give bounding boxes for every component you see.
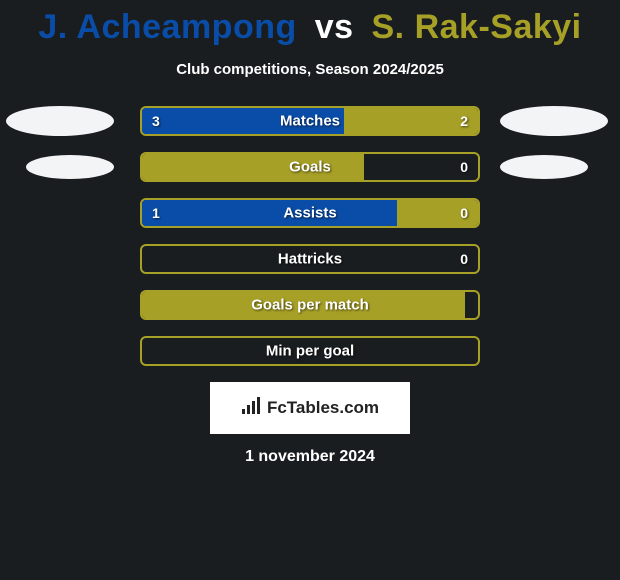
vs-text: vs — [315, 8, 354, 46]
logo-inner: FcTables.com — [241, 397, 379, 420]
stat-row: Matches32 — [0, 106, 620, 136]
subtitle: Club competitions, Season 2024/2025 — [0, 61, 620, 78]
comparison-card: J. Acheampong vs S. Rak-Sakyi Club compe… — [0, 0, 620, 580]
bar-fill-p2 — [344, 108, 478, 134]
stat-row: Goals per match — [0, 290, 620, 320]
player1-name: J. Acheampong — [38, 8, 296, 46]
page-title: J. Acheampong vs S. Rak-Sakyi — [0, 8, 620, 47]
logo-text: FcTables.com — [267, 398, 379, 418]
bar-track: Min per goal — [140, 336, 480, 366]
player2-logo-ellipse — [500, 106, 608, 136]
player2-name: S. Rak-Sakyi — [372, 8, 582, 46]
bar-track: Goals0 — [140, 152, 480, 182]
stat-row: Min per goal — [0, 336, 620, 366]
stat-value-p2: 0 — [460, 251, 468, 267]
bar-track: Assists10 — [140, 198, 480, 228]
date-text: 1 november 2024 — [0, 448, 620, 466]
brand-logo: FcTables.com — [210, 382, 410, 434]
bar-fill-p1 — [142, 154, 364, 180]
stat-label: Hattricks — [142, 251, 478, 268]
bar-fill-p1 — [142, 292, 465, 318]
bar-fill-p2 — [397, 200, 478, 226]
player2-logo-ellipse — [500, 155, 588, 179]
bar-track: Goals per match — [140, 290, 480, 320]
stat-label: Min per goal — [142, 343, 478, 360]
player1-logo-ellipse — [6, 106, 114, 136]
stat-row: Hattricks0 — [0, 244, 620, 274]
stat-value-p2: 0 — [460, 159, 468, 175]
player1-logo-ellipse — [26, 155, 114, 179]
stat-row: Goals0 — [0, 152, 620, 182]
bar-track: Matches32 — [140, 106, 480, 136]
bar-fill-p1 — [142, 200, 397, 226]
signal-icon — [241, 397, 263, 420]
stats-list: Matches32Goals0Assists10Hattricks0Goals … — [0, 106, 620, 366]
bar-fill-p1 — [142, 108, 344, 134]
bar-track: Hattricks0 — [140, 244, 480, 274]
stat-row: Assists10 — [0, 198, 620, 228]
